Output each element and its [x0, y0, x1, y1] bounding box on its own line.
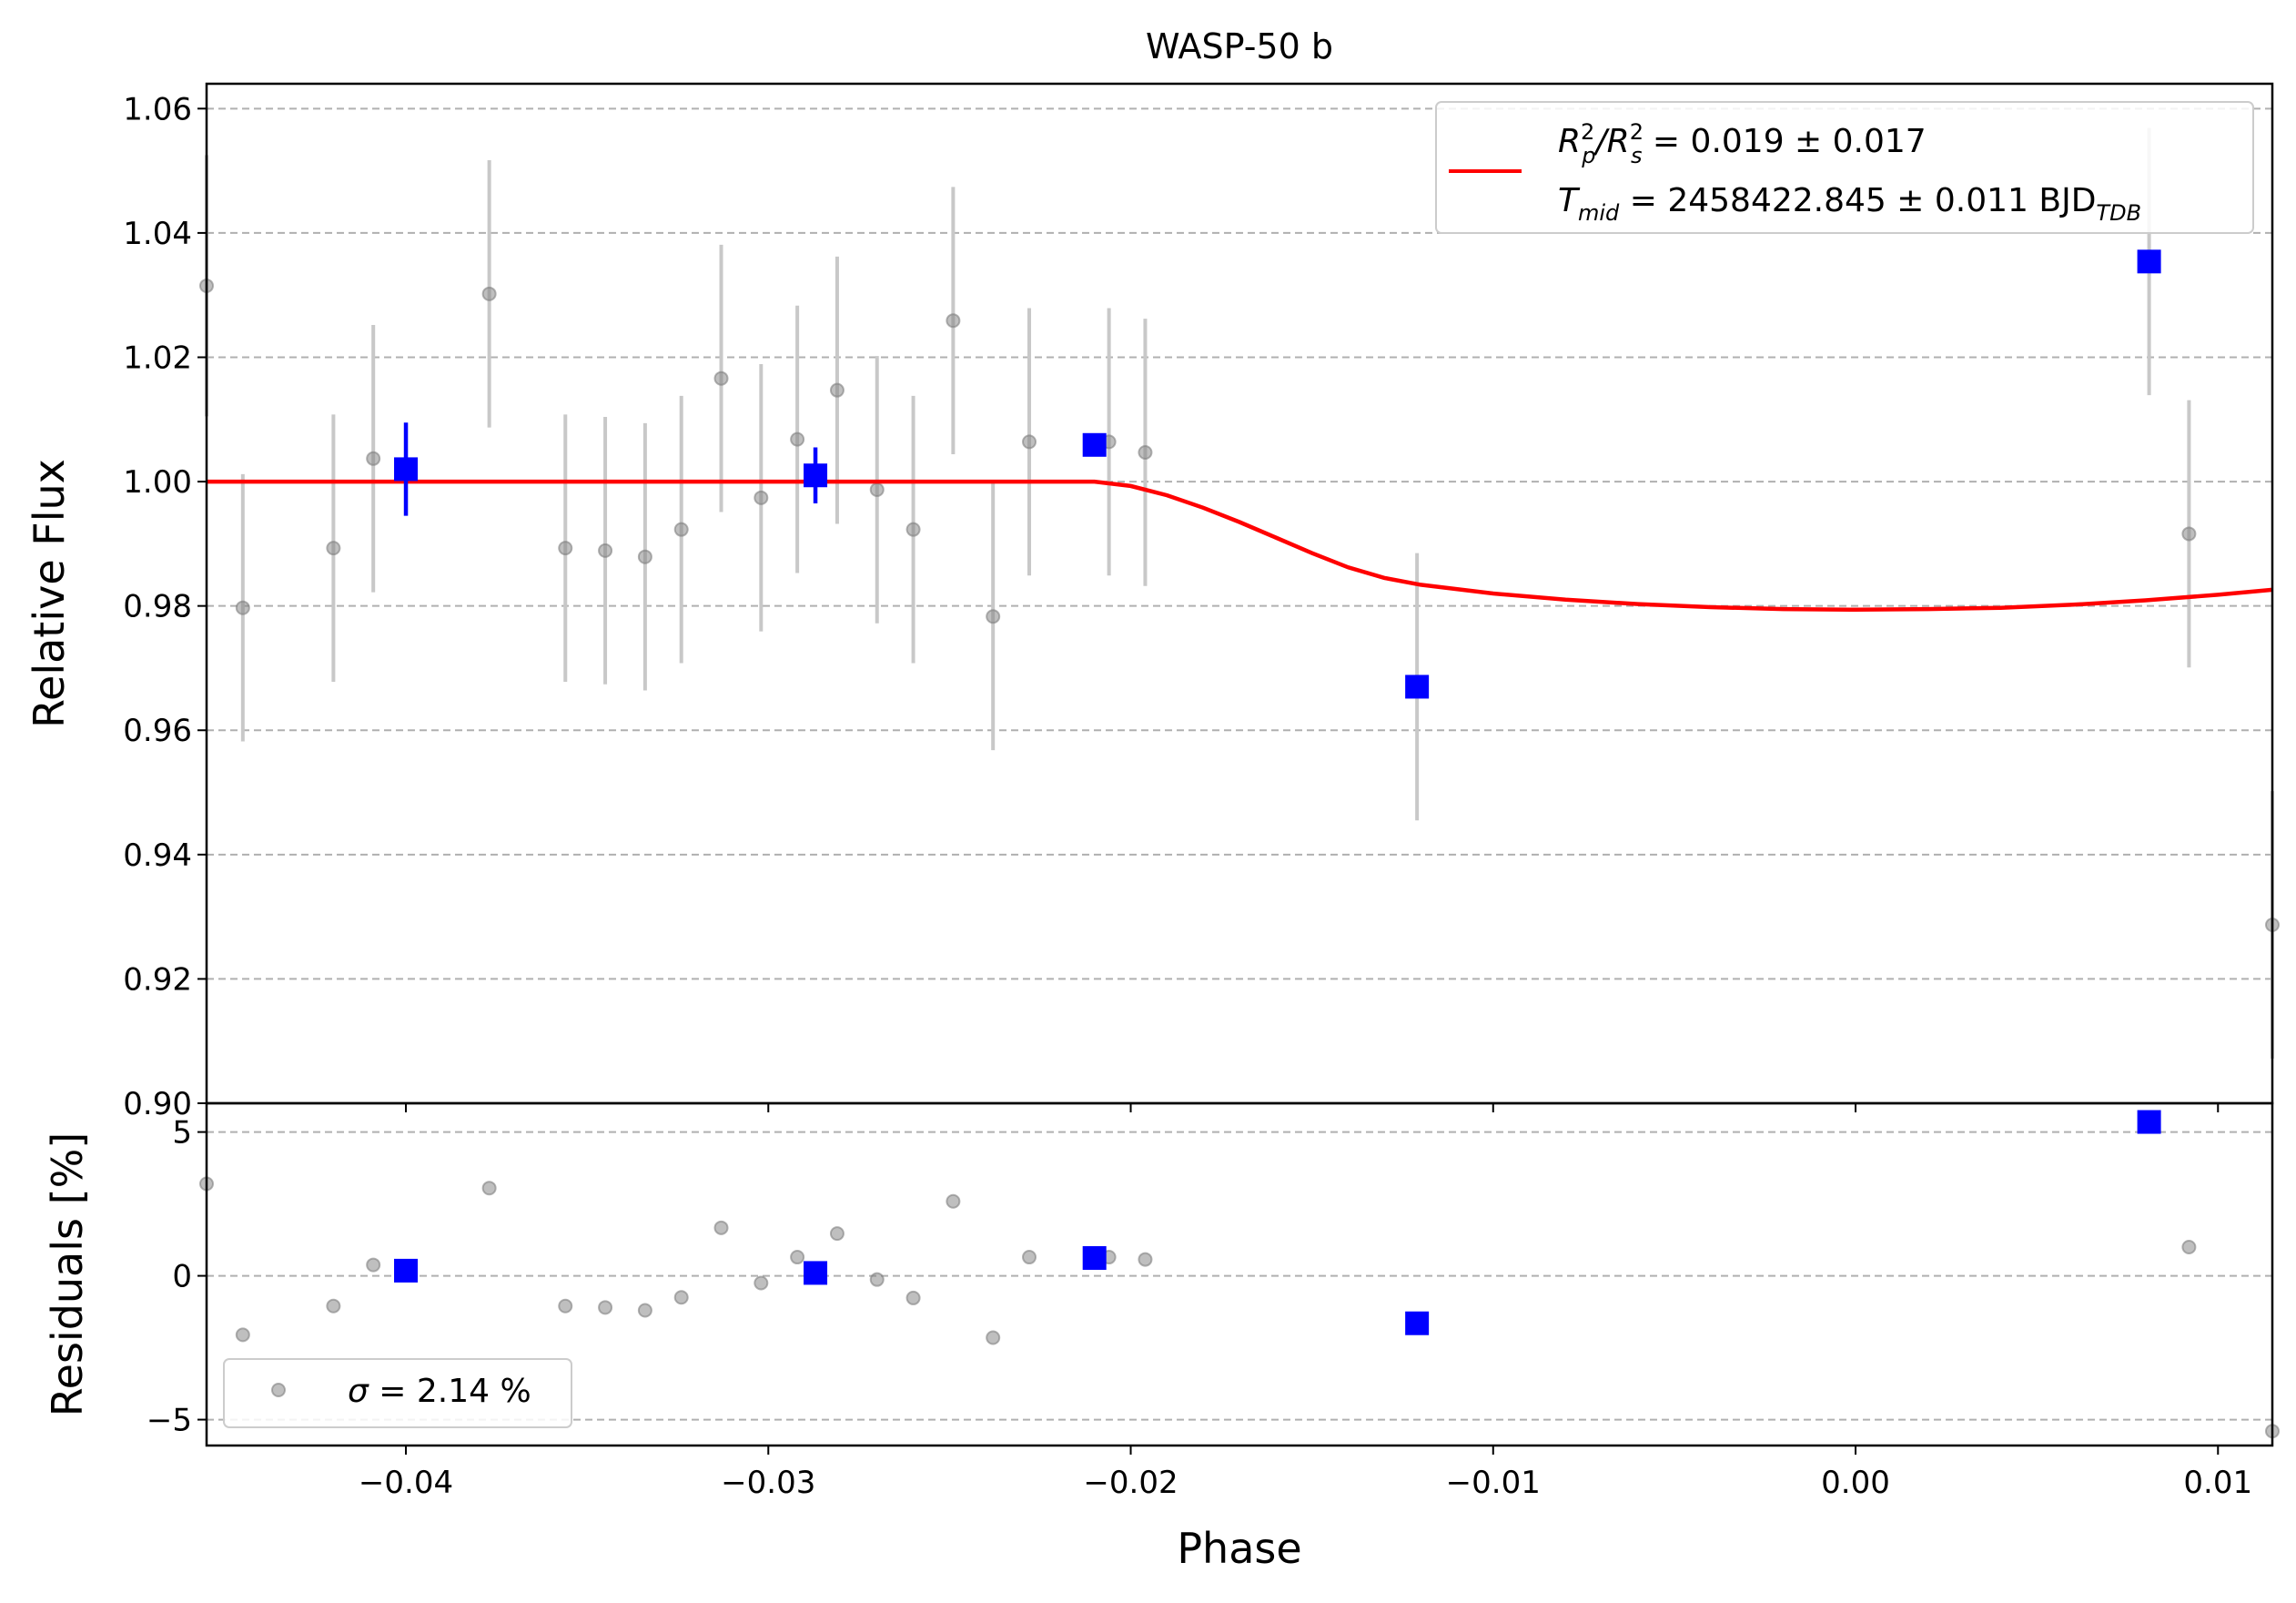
transit-model-line	[207, 479, 2273, 613]
main-y-axis-label: Relative Flux	[25, 459, 74, 728]
main-y-tick-label: 0.90	[123, 1086, 192, 1122]
residual-raw-point	[1022, 1250, 1037, 1265]
residual-raw-point	[905, 1290, 921, 1305]
raw-data-point	[754, 490, 769, 505]
legend-radius-ratio: R2 p/R2 s = 0.019 ± 0.017	[1558, 119, 1927, 168]
main-legend: R2 p/R2 s = 0.019 ± 0.017 Tmid = 2458422.8…	[1435, 101, 2254, 234]
raw-data-point	[946, 313, 961, 329]
main-legend-box	[1435, 101, 2254, 234]
residual-raw-point	[326, 1298, 341, 1314]
raw-data-point	[869, 482, 885, 497]
legend-sigma: σ = 2.14 %	[348, 1373, 531, 1410]
residual-raw-point	[790, 1250, 805, 1265]
binned-data-point	[1082, 432, 1107, 457]
residual-plot-frame	[205, 1101, 2274, 1447]
residual-raw-point	[598, 1300, 613, 1315]
raw-data-point	[673, 522, 689, 537]
raw-data-point	[2181, 526, 2197, 542]
residual-raw-point	[986, 1330, 1001, 1345]
main-y-tick-label: 1.00	[123, 464, 192, 501]
raw-data-point	[829, 382, 845, 398]
residual-raw-point	[713, 1220, 729, 1235]
raw-data-point	[366, 451, 381, 466]
main-y-tick-label: 1.04	[123, 216, 192, 252]
raw-data-point	[1022, 434, 1037, 450]
main-y-tick-label: 1.06	[123, 91, 192, 127]
residual-y-tick-label: 5	[172, 1115, 192, 1152]
main-plot-series	[199, 127, 2280, 1059]
main-y-tick-label: 0.92	[123, 961, 192, 998]
residual-raw-point	[754, 1275, 769, 1291]
raw-data-point	[326, 541, 341, 556]
residual-binned-point	[394, 1258, 419, 1283]
raw-data-point	[905, 522, 921, 537]
residual-raw-point	[366, 1257, 381, 1273]
residual-raw-point	[481, 1181, 497, 1196]
binned-data-point	[394, 457, 419, 482]
x-axis-label: Phase	[1177, 1524, 1301, 1573]
raw-data-point	[986, 609, 1001, 624]
x-tick-label: −0.03	[721, 1465, 815, 1501]
residual-y-axis-label: Residuals [%]	[43, 1132, 92, 1416]
raw-data-point	[713, 370, 729, 386]
binned-data-point	[2137, 249, 2161, 274]
residual-raw-point	[1138, 1252, 1153, 1267]
residual-binned-point	[2137, 1110, 2161, 1134]
residual-axis-ticks: −5 0 5 −0.04 −0.03 −0.02 −0.01 0.00 0.01	[147, 1115, 2252, 1501]
residual-plot-series	[199, 1110, 2280, 1439]
main-gridlines	[207, 107, 2272, 1104]
raw-data-point	[1138, 444, 1153, 460]
residual-raw-point	[2181, 1239, 2197, 1254]
legend-residual-marker	[271, 1383, 286, 1397]
residual-binned-point	[1082, 1245, 1107, 1270]
residual-raw-point	[673, 1290, 689, 1305]
x-tick-label: −0.01	[1446, 1465, 1541, 1501]
raw-data-point	[235, 600, 250, 615]
raw-data-point	[558, 541, 573, 556]
main-axis-ticks: 0.90 0.92 0.94 0.96 0.98 1.00 1.02 1.04 1.06	[123, 91, 2220, 1122]
raw-data-point	[598, 543, 613, 558]
raw-data-point	[637, 549, 652, 564]
residual-raw-point	[946, 1193, 961, 1209]
x-tick-label: 0.00	[1821, 1465, 1890, 1501]
residual-raw-point	[637, 1303, 652, 1318]
main-y-tick-label: 0.94	[123, 837, 192, 874]
main-y-tick-label: 0.96	[123, 713, 192, 749]
residual-raw-point	[869, 1272, 885, 1287]
main-y-tick-label: 1.02	[123, 340, 192, 376]
residual-binned-point	[1405, 1311, 1430, 1335]
residual-y-tick-label: −5	[147, 1403, 192, 1439]
x-tick-label: −0.02	[1083, 1465, 1178, 1501]
main-plot-frame	[205, 82, 2274, 1105]
raw-data-point	[481, 286, 497, 301]
binned-data-point	[804, 463, 828, 488]
residual-raw-point	[829, 1226, 845, 1242]
residual-legend-box	[223, 1358, 572, 1428]
x-tick-label: 0.01	[2183, 1465, 2252, 1501]
legend-mid-transit: Tmid = 2458422.845 ± 0.011 BJDTDB	[1558, 182, 2141, 226]
x-tick-label: −0.04	[359, 1465, 453, 1501]
chart-title: WASP-50 b	[1146, 26, 1333, 66]
main-y-tick-label: 0.98	[123, 589, 192, 625]
residual-legend: σ = 2.14 %	[223, 1358, 572, 1428]
residual-raw-point	[235, 1327, 250, 1343]
residual-binned-point	[804, 1261, 828, 1285]
raw-data-point	[790, 431, 805, 447]
binned-data-point	[1405, 675, 1430, 699]
residual-raw-point	[558, 1298, 573, 1314]
residual-y-tick-label: 0	[172, 1259, 192, 1295]
